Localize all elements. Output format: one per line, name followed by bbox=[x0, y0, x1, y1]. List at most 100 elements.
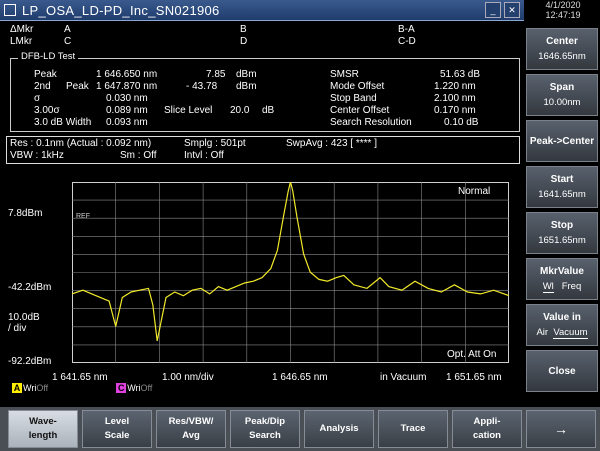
trace-mode-label: Normal bbox=[458, 186, 491, 197]
three-sigma-label: 3.00σ bbox=[34, 105, 60, 116]
y-ref-level: 7.8dBm bbox=[8, 208, 43, 219]
trace-c-view: Off bbox=[140, 383, 153, 393]
tab-level-scale[interactable]: Level Scale bbox=[82, 410, 152, 448]
tab-trace[interactable]: Trace bbox=[378, 410, 448, 448]
softkey-stop-value: 1651.65nm bbox=[538, 235, 586, 246]
tab-wavelength-l1: Wave- bbox=[29, 416, 57, 427]
clock: 4/1/2020 12:47:19 bbox=[526, 0, 600, 20]
res-setting: Res : 0.1nm (Actual : 0.092 nm) bbox=[10, 138, 152, 149]
peak-label: Peak bbox=[34, 69, 57, 80]
value-in-air-option[interactable]: Air bbox=[536, 327, 549, 338]
tab-level-scale-l1: Level bbox=[104, 416, 130, 427]
spectrum-svg bbox=[72, 182, 509, 363]
amkr-label: ΔMkr bbox=[10, 24, 34, 35]
second-peak-wavelength: 1 647.870 nm bbox=[96, 81, 158, 92]
spectrum-trace-a bbox=[72, 182, 509, 342]
smsr-label: SMSR bbox=[330, 69, 359, 80]
sweep-average-setting: SwpAvg : 423 [ **** ] bbox=[286, 138, 377, 149]
softkey-stop-label: Stop bbox=[550, 220, 574, 231]
search-resolution-value: 0.10 dB bbox=[444, 117, 479, 128]
tab-res-vbw-avg[interactable]: Res/VBW/ Avg bbox=[156, 410, 226, 448]
softkey-value-in[interactable]: Value in Air Vacuum bbox=[526, 304, 598, 346]
sampling-setting: Smplg : 501pt bbox=[184, 138, 246, 149]
softkey-close-label: Close bbox=[548, 366, 576, 377]
trace-c-indicator[interactable]: C Wri Off bbox=[116, 383, 152, 393]
stop-band-value: 2.100 nm bbox=[434, 93, 476, 104]
db-width-value: 0.093 nm bbox=[106, 117, 148, 128]
softkey-start-value: 1641.65nm bbox=[538, 189, 586, 200]
interval-setting: Intvl : Off bbox=[184, 150, 224, 161]
softkey-peak-to-center-label: Peak->Center bbox=[529, 136, 595, 147]
trace-c-state: Wri bbox=[127, 383, 141, 393]
next-page-arrow-icon[interactable]: → bbox=[526, 410, 596, 448]
vbw-setting: VBW : 1kHz bbox=[10, 150, 64, 161]
sigma-value: 0.030 nm bbox=[106, 93, 148, 104]
tab-res-vbw-avg-l1: Res/VBW/ bbox=[168, 416, 214, 427]
softkey-marker-value[interactable]: MkrValue Wl Freq bbox=[526, 258, 598, 300]
db-width-label: 3.0 dB Width bbox=[34, 117, 92, 128]
mode-offset-value: 1.220 nm bbox=[434, 81, 476, 92]
tab-wavelength[interactable]: Wave- length bbox=[8, 410, 78, 448]
softkey-center-value: 1646.65nm bbox=[538, 51, 586, 62]
slice-level-unit: dB bbox=[262, 105, 275, 116]
tab-analysis-l1: Analysis bbox=[319, 423, 359, 434]
spectrum-plot[interactable] bbox=[72, 182, 509, 363]
tab-next-l1: → bbox=[554, 421, 568, 437]
close-icon[interactable]: ✕ bbox=[504, 2, 520, 18]
marker-value-wl-option[interactable]: Wl bbox=[542, 281, 554, 293]
search-resolution-label: Search Resolution bbox=[330, 117, 412, 128]
tab-application[interactable]: Appli- cation bbox=[452, 410, 522, 448]
tab-trace-l1: Trace bbox=[400, 423, 426, 434]
marker-c-d: C-D bbox=[398, 36, 416, 47]
marker-b-a: B-A bbox=[398, 24, 415, 35]
opt-att-label: Opt. Att On bbox=[447, 349, 497, 360]
window-title-bar: LP_OSA_LD-PD_Inc_SN021906 _ ✕ bbox=[0, 0, 524, 21]
sigma-label: σ bbox=[34, 93, 41, 104]
softkey-close[interactable]: Close bbox=[526, 350, 598, 392]
softkey-span-value: 10.00nm bbox=[543, 97, 581, 108]
second-peak-label: 2nd bbox=[34, 81, 51, 92]
peak-power-unit: dBm bbox=[236, 69, 257, 80]
window-title: LP_OSA_LD-PD_Inc_SN021906 bbox=[22, 2, 220, 18]
softkey-center[interactable]: Center 1646.65nm bbox=[526, 28, 598, 70]
slice-level-label: Slice Level bbox=[164, 105, 213, 116]
softkey-start[interactable]: Start 1641.65nm bbox=[526, 166, 598, 208]
tab-analysis[interactable]: Analysis bbox=[304, 410, 374, 448]
trace-a-indicator[interactable]: A Wri Off bbox=[12, 383, 48, 393]
softkey-stop[interactable]: Stop 1651.65nm bbox=[526, 212, 598, 254]
tab-peak-dip-search[interactable]: Peak/Dip Search bbox=[230, 410, 300, 448]
softkey-center-label: Center bbox=[546, 36, 578, 47]
tab-level-scale-l2: Scale bbox=[104, 430, 130, 441]
center-offset-value: 0.170 nm bbox=[434, 105, 476, 116]
second-peak-power: - 43.78 bbox=[186, 81, 218, 92]
trace-a-letter: A bbox=[12, 383, 22, 393]
softkey-start-label: Start bbox=[550, 174, 574, 185]
y-scale-unit: / div bbox=[8, 323, 27, 334]
peak-power: 7.85 bbox=[206, 69, 226, 80]
y-bottom-level: -92.2dBm bbox=[8, 356, 52, 367]
lmkr-label: LMkr bbox=[10, 36, 33, 47]
stop-band-label: Stop Band bbox=[330, 93, 377, 104]
tab-application-l1: Appli- bbox=[473, 416, 501, 427]
marker-value-freq-option[interactable]: Freq bbox=[561, 281, 582, 292]
marker-d: D bbox=[240, 36, 248, 47]
softkey-peak-to-center[interactable]: Peak->Center bbox=[526, 120, 598, 162]
peak-wavelength: 1 646.650 nm bbox=[96, 69, 158, 80]
marker-a: A bbox=[64, 24, 71, 35]
y-scale: 10.0dB bbox=[8, 312, 40, 323]
dfb-test-frame bbox=[10, 58, 520, 132]
tab-res-vbw-avg-l2: Avg bbox=[182, 430, 200, 441]
three-sigma-value: 0.089 nm bbox=[106, 105, 148, 116]
dfb-test-title: DFB-LD Test bbox=[18, 51, 79, 62]
softkey-marker-value-label: MkrValue bbox=[540, 266, 584, 277]
value-in-vacuum-option[interactable]: Vacuum bbox=[553, 327, 588, 339]
trace-c-letter: C bbox=[116, 383, 127, 393]
minimize-icon[interactable]: _ bbox=[485, 2, 501, 18]
softkey-span[interactable]: Span 10.00nm bbox=[526, 74, 598, 116]
smsr-value: 51.63 dB bbox=[440, 69, 481, 80]
trace-a-view: Off bbox=[36, 383, 49, 393]
x-start-label: 1 641.65 nm bbox=[52, 372, 108, 383]
x-stop-label: 1 651.65 nm bbox=[446, 372, 502, 383]
softkey-span-label: Span bbox=[549, 82, 575, 93]
measurement-settings-frame bbox=[6, 136, 520, 164]
